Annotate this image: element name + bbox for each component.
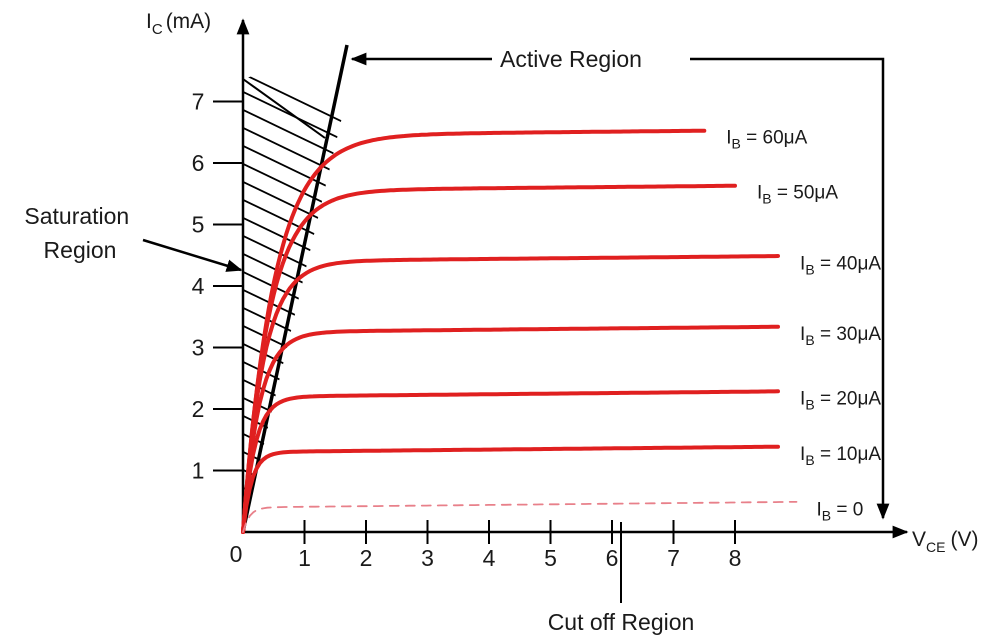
ib-curves bbox=[241, 128, 798, 534]
y-tick-label-6: 6 bbox=[192, 150, 205, 176]
y-tick-label-7: 7 bbox=[192, 89, 205, 115]
x-tick-label-1: 1 bbox=[298, 545, 311, 571]
ib-curve-label-7: IB = 0 bbox=[817, 499, 864, 523]
ib-curve-label-1: IB = 60μA bbox=[726, 127, 807, 151]
y-tick-label-4: 4 bbox=[192, 273, 205, 299]
ib-curve-7 bbox=[242, 500, 798, 533]
y-axis-title-unit: (mA) bbox=[166, 10, 212, 33]
x-tick-label-5: 5 bbox=[544, 545, 557, 571]
ib-curve-label-4: IB = 30μA bbox=[800, 324, 881, 348]
saturation-label-line1: Saturation bbox=[24, 203, 129, 229]
ib-curve-label-5: IB = 20μA bbox=[800, 389, 881, 413]
active-region-label: Active Region bbox=[500, 46, 642, 72]
y-tick-label-3: 3 bbox=[192, 335, 205, 361]
x-tick-label-3: 3 bbox=[421, 545, 434, 571]
x-tick-label-4: 4 bbox=[483, 545, 496, 571]
x-axis-title-unit: (V) bbox=[950, 528, 978, 551]
saturation-top-edge bbox=[242, 78, 326, 139]
x-axis-title-sub: CE bbox=[926, 539, 945, 555]
active-region-connector bbox=[690, 57, 890, 520]
hatch-line bbox=[243, 285, 360, 352]
x-axis-title-main: V bbox=[912, 528, 926, 551]
y-axis-title: IC (mA) bbox=[146, 10, 211, 38]
ib-curve-3 bbox=[241, 254, 780, 534]
ib-curve-2 bbox=[241, 183, 737, 534]
saturation-region-arrow bbox=[142, 238, 243, 272]
saturation-label-line2: Region bbox=[44, 237, 117, 263]
x-ticks: 1 2 3 4 5 6 7 8 bbox=[298, 520, 741, 571]
hatch-line bbox=[243, 483, 360, 532]
y-tick-label-1: 1 bbox=[192, 458, 205, 484]
x-tick-label-2: 2 bbox=[360, 545, 373, 571]
x-tick-label-7: 7 bbox=[667, 545, 680, 571]
cutoff-region-label: Cut off Region bbox=[548, 609, 695, 635]
ib-curve-label-2: IB = 50μA bbox=[757, 183, 838, 207]
hatch-line bbox=[243, 105, 360, 172]
ib-curve-labels: IB = 60μA IB = 50μA IB = 40μA IB = 30μA IB =… bbox=[726, 127, 881, 523]
ib-curve-1 bbox=[241, 128, 707, 534]
ib-curve-6 bbox=[241, 444, 780, 534]
x-axis-title: VCE (V) bbox=[912, 528, 978, 555]
saturation-region-hatch bbox=[243, 69, 360, 532]
hatch-line bbox=[243, 69, 360, 136]
hatch-line bbox=[243, 231, 360, 298]
ib-curve-label-3: IB = 40μA bbox=[800, 253, 881, 277]
ib-curve-4 bbox=[241, 324, 780, 534]
y-tick-label-2: 2 bbox=[192, 396, 205, 422]
origin-label: 0 bbox=[230, 541, 243, 567]
ib-curve-label-6: IB = 10μA bbox=[800, 444, 881, 468]
hatch-line bbox=[243, 177, 360, 244]
x-tick-label-8: 8 bbox=[729, 545, 742, 571]
saturation-boundary-line bbox=[241, 44, 349, 533]
y-axis-title-main: I bbox=[146, 10, 152, 33]
hatch-line bbox=[243, 87, 360, 154]
y-tick-label-5: 5 bbox=[192, 212, 205, 238]
x-tick-label-6: 6 bbox=[606, 545, 619, 571]
ib-curve-5 bbox=[241, 389, 780, 534]
saturation-region-label: Saturation Region bbox=[24, 203, 135, 263]
y-axis-title-sub: C bbox=[152, 21, 163, 38]
y-ticks: 1 2 3 4 5 6 7 bbox=[192, 89, 243, 484]
hatch-line bbox=[243, 123, 360, 190]
